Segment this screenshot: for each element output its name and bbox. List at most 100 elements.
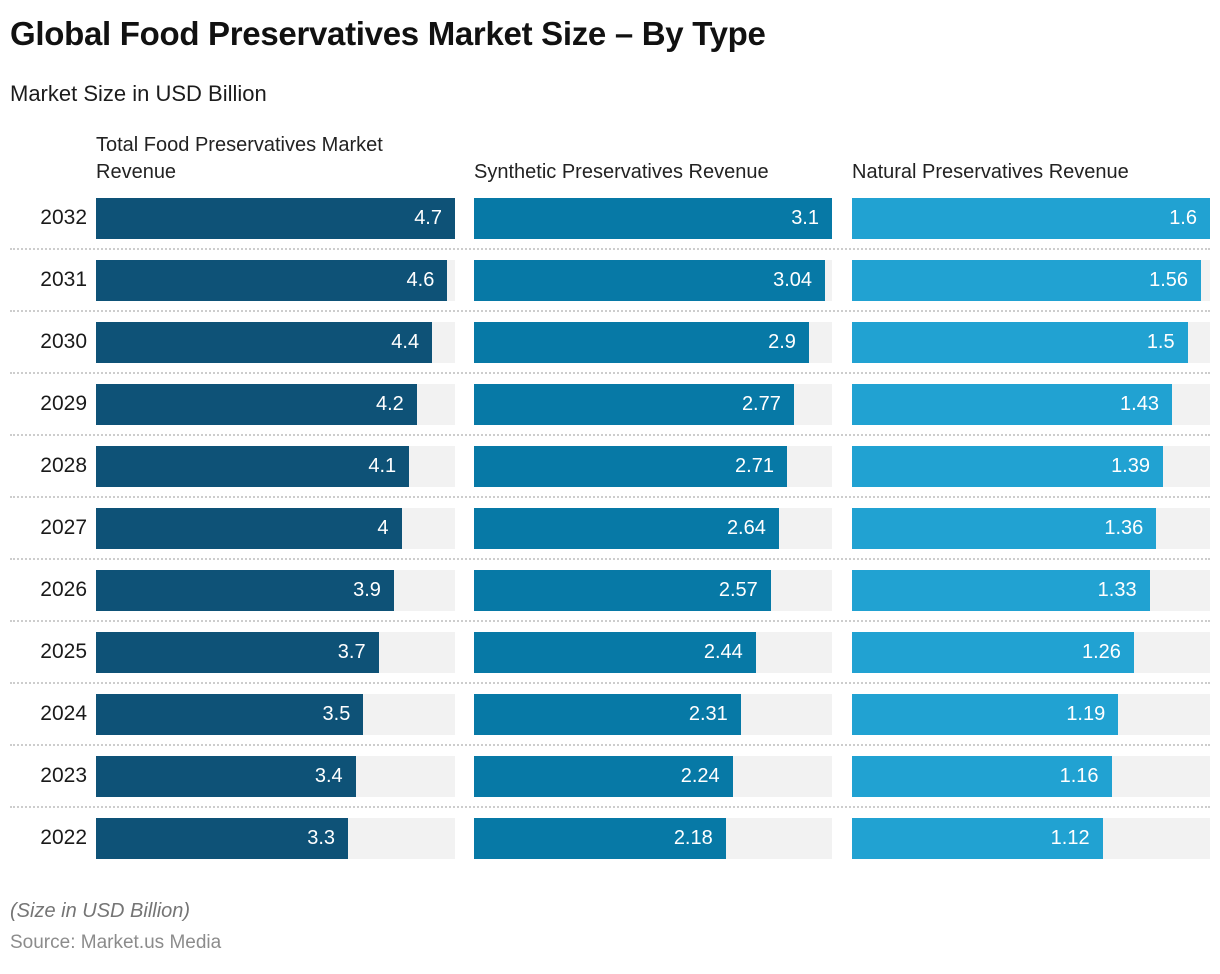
bar: 4.2 — [96, 383, 417, 425]
year-label: 2024 — [40, 702, 87, 725]
bar: 3.9 — [96, 569, 394, 611]
table-row: 2031 4.6 3.04 1.56 — [10, 250, 1210, 312]
year-label: 2032 — [40, 206, 87, 229]
table-row: 2028 4.1 2.71 1.39 — [10, 436, 1210, 498]
table-row: 2029 4.2 2.77 1.43 — [10, 374, 1210, 436]
bar: 1.39 — [852, 445, 1163, 487]
bar-track: 3.4 — [96, 755, 455, 797]
bar-track: 4.6 — [96, 259, 455, 301]
table-row: 2030 4.4 2.9 1.5 — [10, 312, 1210, 374]
bar-value-label: 2.57 — [718, 578, 758, 601]
bar: 1.12 — [852, 817, 1103, 859]
bar-value-label: 4 — [377, 516, 389, 539]
bar-value-label: 4.2 — [375, 392, 404, 415]
bar: 3.4 — [96, 755, 356, 797]
bar-track: 3.5 — [96, 693, 455, 735]
bar: 3.5 — [96, 693, 364, 735]
bar: 2.31 — [474, 693, 741, 735]
bar-value-label: 1.56 — [1149, 268, 1189, 291]
year-label: 2027 — [40, 516, 87, 539]
chart-subtitle: Market Size in USD Billion — [10, 81, 267, 106]
bar: 1.56 — [852, 259, 1202, 301]
table-row: 2024 3.5 2.31 1.19 — [10, 684, 1210, 746]
bar: 1.43 — [852, 383, 1172, 425]
bar-value-label: 1.12 — [1050, 826, 1090, 849]
bar: 2.71 — [474, 445, 787, 487]
bar: 1.33 — [852, 569, 1150, 611]
bar-track: 3.7 — [96, 631, 455, 673]
bar: 1.5 — [852, 321, 1188, 363]
table-row: 2023 3.4 2.24 1.16 — [10, 746, 1210, 808]
bar-track: 2.44 — [474, 631, 832, 673]
bar: 1.36 — [852, 507, 1157, 549]
bar-track: 2.77 — [474, 383, 832, 425]
bar-value-label: 4.4 — [391, 330, 420, 353]
year-label: 2022 — [40, 826, 87, 849]
bar-value-label: 3.1 — [791, 206, 819, 229]
bar-track: 1.19 — [852, 693, 1210, 735]
column-header-synthetic: Synthetic Preservatives Revenue — [474, 161, 769, 183]
bar: 1.6 — [852, 197, 1210, 239]
bar-value-label: 3.3 — [307, 826, 336, 849]
bar: 1.16 — [852, 755, 1112, 797]
table-row: 2025 3.7 2.44 1.26 — [10, 622, 1210, 684]
bar-value-label: 4.6 — [406, 268, 435, 291]
bar-value-label: 2.31 — [688, 702, 728, 725]
bar-value-label: 2.9 — [768, 330, 796, 353]
bar: 3.04 — [474, 259, 826, 301]
bar-value-label: 2.64 — [726, 516, 766, 539]
bar: 2.24 — [474, 755, 733, 797]
bar-track: 4.1 — [96, 445, 455, 487]
bar-value-label: 1.16 — [1059, 764, 1099, 787]
bar-value-label: 2.24 — [680, 764, 720, 787]
bar-track: 4 — [96, 507, 455, 549]
bar: 1.19 — [852, 693, 1119, 735]
bar-track: 2.18 — [474, 817, 832, 859]
bar: 4 — [96, 507, 402, 549]
year-label: 2023 — [40, 764, 87, 787]
year-label: 2029 — [40, 392, 87, 415]
bar-value-label: 3.4 — [314, 764, 343, 787]
bar-value-label: 1.26 — [1081, 640, 1121, 663]
bar: 2.9 — [474, 321, 809, 363]
bar-value-label: 3.7 — [337, 640, 366, 663]
column-header-natural: Natural Preservatives Revenue — [852, 161, 1129, 183]
bar-value-label: 2.18 — [673, 826, 713, 849]
page-title: Global Food Preservatives Market Size – … — [10, 15, 766, 52]
bar-track: 1.6 — [852, 197, 1210, 239]
bar-rows: 2032 4.7 3.1 1.6 2031 4.6 3.04 1.56 2030 4.4 2.9 1.… — [10, 188, 1210, 868]
bar-track: 2.57 — [474, 569, 832, 611]
bar-track: 2.31 — [474, 693, 832, 735]
bar: 2.77 — [474, 383, 794, 425]
bar-track: 1.43 — [852, 383, 1210, 425]
source-attribution: Source: Market.us Media — [10, 932, 222, 953]
bar-track: 2.24 — [474, 755, 832, 797]
year-label: 2026 — [40, 578, 87, 601]
bar-track: 3.3 — [96, 817, 455, 859]
year-label: 2030 — [40, 330, 87, 353]
table-row: 2032 4.7 3.1 1.6 — [10, 188, 1210, 250]
bar-value-label: 3.9 — [353, 578, 381, 601]
bar: 4.6 — [96, 259, 448, 301]
bar: 2.18 — [474, 817, 726, 859]
bar-track: 4.7 — [96, 197, 455, 239]
year-label: 2028 — [40, 454, 87, 477]
bar-value-label: 1.36 — [1104, 516, 1144, 539]
bar-track: 3.1 — [474, 197, 832, 239]
bar-track: 1.16 — [852, 755, 1210, 797]
bar-track: 1.12 — [852, 817, 1210, 859]
bar-value-label: 4.1 — [368, 454, 397, 477]
bar-track: 1.26 — [852, 631, 1210, 673]
bar-value-label: 1.43 — [1120, 392, 1159, 415]
bar-track: 3.9 — [96, 569, 455, 611]
bar-track: 1.33 — [852, 569, 1210, 611]
table-row: 2026 3.9 2.57 1.33 — [10, 560, 1210, 622]
size-note: (Size in USD Billion) — [10, 900, 191, 922]
bar: 2.57 — [474, 569, 771, 611]
bar-value-label: 2.71 — [735, 454, 774, 477]
bar-track: 4.2 — [96, 383, 455, 425]
bar-value-label: 1.5 — [1146, 330, 1175, 353]
bar-value-label: 1.39 — [1111, 454, 1150, 477]
bar-track: 1.5 — [852, 321, 1210, 363]
